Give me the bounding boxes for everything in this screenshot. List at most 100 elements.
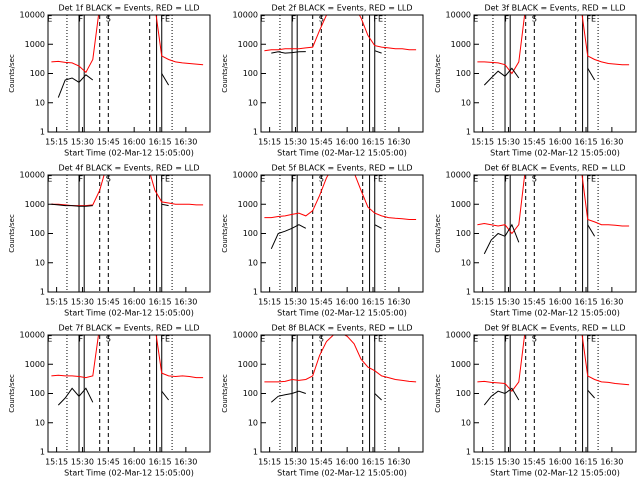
y-axis-label: Counts/sec — [434, 374, 442, 413]
annotation: E — [260, 335, 265, 344]
y-tick-label: 10 — [35, 258, 45, 267]
y-tick-label: 1000 — [238, 360, 258, 369]
y-tick-label: 100 — [456, 389, 471, 398]
panel: Det 7f BLACK = Events, RED = LLD Start Ti… — [8, 324, 211, 478]
x-tick-label: 16:00 — [123, 138, 146, 147]
data-line — [51, 15, 204, 74]
y-tick-label: 1 — [253, 128, 258, 137]
data-line — [477, 335, 630, 392]
y-tick-label: 10 — [248, 418, 258, 427]
x-tick-label: 15:15 — [471, 298, 494, 307]
data-line — [477, 15, 630, 75]
y-tick-label: 10000 — [446, 11, 471, 20]
y-tick-label: 1 — [466, 288, 471, 297]
y-axis-label: Counts/sec — [434, 214, 442, 253]
x-axis-label: Start Time (02-Mar-12 15:05:00) — [490, 309, 620, 318]
annotation: F — [78, 15, 83, 24]
annotation: FE — [373, 335, 383, 344]
x-tick-label: 16:30 — [387, 298, 410, 307]
annotation: FE — [586, 15, 596, 24]
annotation: F — [504, 335, 509, 344]
annotation: E — [473, 335, 478, 344]
x-tick-label: 16:30 — [174, 298, 197, 307]
y-tick-label: 100 — [243, 229, 258, 238]
x-tick-label: 16:15 — [574, 298, 597, 307]
y-tick-label: 1 — [40, 448, 45, 457]
x-tick-label: 16:30 — [600, 458, 623, 467]
chart-title: Det 4f BLACK = Events, RED = LLD — [58, 164, 199, 173]
data-line — [264, 335, 417, 383]
y-axis-label: Counts/sec — [221, 374, 229, 413]
x-tick-label: 15:30 — [71, 138, 94, 147]
y-tick-label: 10000 — [446, 331, 471, 340]
y-axis-label: Counts/sec — [8, 374, 16, 413]
chart-title: Det 8f BLACK = Events, RED = LLD — [271, 324, 412, 333]
annotation: FE — [160, 335, 170, 344]
y-tick-label: 10 — [35, 98, 45, 107]
x-tick-label: 15:45 — [523, 458, 546, 467]
x-tick-label: 16:00 — [336, 138, 359, 147]
x-axis-label: Start Time (02-Mar-12 15:05:00) — [64, 149, 194, 158]
annotation: FE — [373, 15, 383, 24]
plot-frame — [260, 334, 424, 453]
y-tick-label: 1000 — [25, 360, 45, 369]
data-line — [264, 15, 417, 52]
chart-title: Det 2f BLACK = Events, RED = LLD — [271, 4, 412, 13]
chart-title: Det 6f BLACK = Events, RED = LLD — [484, 164, 625, 173]
annotation: E — [260, 175, 265, 184]
y-tick-label: 100 — [243, 389, 258, 398]
data-line — [51, 203, 169, 207]
plot-frame — [47, 174, 211, 293]
panel: Det 5f BLACK = Events, RED = LLD Start Ti… — [221, 164, 424, 318]
annotation: S — [532, 175, 537, 184]
y-tick-label: 10000 — [20, 331, 45, 340]
panel: Det 8f BLACK = Events, RED = LLD Start Ti… — [221, 324, 424, 478]
annotation: S — [319, 15, 324, 24]
x-tick-label: 15:45 — [523, 298, 546, 307]
y-tick-label: 10 — [248, 98, 258, 107]
plot-frame — [473, 174, 637, 293]
x-tick-label: 16:00 — [549, 458, 572, 467]
annotation: S — [106, 15, 111, 24]
annotation: S — [319, 175, 324, 184]
annotation: E — [473, 15, 478, 24]
plot-frame — [47, 334, 211, 453]
data-line — [57, 387, 169, 406]
y-tick-label: 10 — [461, 258, 471, 267]
x-tick-label: 15:15 — [45, 138, 68, 147]
annotation: F — [291, 335, 296, 344]
annotation: FE — [373, 175, 383, 184]
annotation: S — [106, 175, 111, 184]
x-tick-label: 15:30 — [71, 298, 94, 307]
y-tick-label: 10 — [35, 418, 45, 427]
plot-frame — [260, 174, 424, 293]
y-tick-label: 1 — [253, 448, 258, 457]
x-tick-label: 15:15 — [45, 458, 68, 467]
y-tick-label: 100 — [243, 69, 258, 78]
y-tick-label: 100 — [456, 229, 471, 238]
y-tick-label: 1000 — [25, 200, 45, 209]
chart-title: Det 3f BLACK = Events, RED = LLD — [484, 4, 625, 13]
x-tick-label: 16:30 — [387, 138, 410, 147]
annotation: F — [504, 175, 509, 184]
plot-frame — [473, 14, 637, 133]
annotation: S — [319, 335, 324, 344]
annotation: FE — [160, 175, 170, 184]
x-tick-label: 15:15 — [471, 138, 494, 147]
y-tick-label: 1000 — [238, 40, 258, 49]
annotation: FE — [586, 335, 596, 344]
annotation: F — [78, 175, 83, 184]
x-tick-label: 16:30 — [600, 298, 623, 307]
x-tick-label: 16:00 — [123, 298, 146, 307]
x-tick-label: 15:15 — [45, 298, 68, 307]
x-axis-label: Start Time (02-Mar-12 15:05:00) — [490, 149, 620, 158]
x-tick-label: 15:45 — [310, 138, 333, 147]
x-tick-label: 16:00 — [336, 298, 359, 307]
annotation: FE — [586, 175, 596, 184]
y-tick-label: 10000 — [20, 171, 45, 180]
chart-title: Det 5f BLACK = Events, RED = LLD — [271, 164, 412, 173]
x-tick-label: 16:00 — [123, 458, 146, 467]
x-tick-label: 16:15 — [361, 138, 384, 147]
y-tick-label: 10000 — [233, 171, 258, 180]
x-tick-label: 16:00 — [336, 458, 359, 467]
